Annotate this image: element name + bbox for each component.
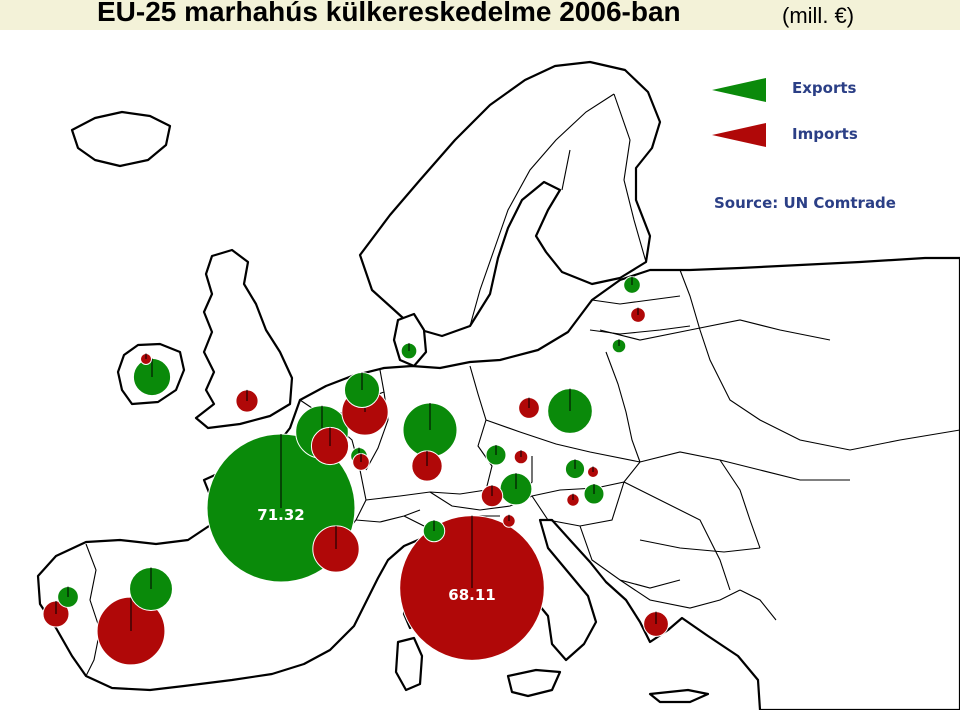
land-great-britain: [194, 248, 294, 430]
bubble-netherlands-export: [343, 371, 381, 409]
bubble-ireland-import: [140, 353, 152, 365]
bubble-lithuania-import: [630, 307, 646, 323]
title-unit: (mill. €): [782, 3, 855, 28]
bubble-italy-import: 68.11: [399, 515, 545, 661]
slide-title: EU-25 marhahús külkereskedelme 2006-ban: [97, 0, 681, 27]
title-bar: EU-25 marhahús külkereskedelme 2006-ban …: [0, 0, 960, 30]
border-poland-south: [485, 419, 641, 463]
bubble-portugal-import: [42, 600, 70, 628]
bubble-ireland-export: [132, 357, 172, 397]
bubble-lithuania-export: [611, 338, 627, 354]
border-russia: [679, 269, 960, 451]
border-baltics-1: [591, 295, 681, 305]
bubble-poland-import: [518, 397, 540, 419]
border-greece: [619, 579, 741, 609]
border-switzerland: [355, 509, 421, 523]
border-norway-sweden: [469, 93, 615, 327]
bubble-luxembourg-import: [352, 453, 370, 471]
bubble-spain-export: [129, 567, 173, 611]
bubble-slovenia-export: [422, 519, 446, 543]
border-finland-russia: [613, 93, 647, 263]
bubble-germany-export: [402, 402, 458, 458]
bubble-austria-export: [499, 472, 533, 506]
land-crete: [648, 688, 710, 704]
legend-export-label: Exports: [792, 79, 857, 97]
border-balkans-2: [623, 481, 731, 591]
bubble-slovakia-export: [564, 458, 586, 480]
legend: Exports Imports Source: UN Comtrade: [712, 78, 896, 212]
border-moldova: [719, 459, 761, 549]
border-turkey: [739, 589, 777, 621]
bubble-greece-import: [643, 611, 669, 637]
bubble-slovenia-import: [480, 484, 504, 508]
bubble-italy-import-label: 68.11: [448, 586, 495, 604]
source-note: Source: UN Comtrade: [714, 194, 896, 212]
land-sicily: [506, 668, 562, 698]
border-romania-bulgaria: [639, 539, 761, 553]
bubble-czech-export: [485, 444, 507, 466]
border-poland-east: [605, 351, 641, 463]
europe-map: Exports Imports Source: UN Comtrade 71.3…: [36, 60, 960, 710]
legend-export-wedge: [712, 78, 766, 102]
legend-import-label: Imports: [792, 125, 858, 143]
border-germany-east: [469, 365, 493, 491]
bubble-poland-export: [547, 388, 593, 434]
trade-bubbles: 71.32 68.11: [42, 276, 669, 666]
land-sardinia: [394, 636, 424, 692]
border-belarus: [599, 319, 831, 341]
bubble-austria-import: [502, 514, 516, 528]
border-baltics-2: [589, 325, 691, 335]
bubble-germany-import: [411, 450, 443, 482]
bubble-uk-import: [235, 389, 259, 413]
bubble-portugal-export: [57, 586, 79, 608]
border-portugal-spain: [85, 543, 101, 677]
land-continent: [36, 256, 960, 710]
border-ukraine-west: [639, 451, 850, 481]
land-scandinavia: [358, 60, 662, 338]
bubble-france-export-label: 71.32: [257, 506, 304, 524]
bubble-hungary-import: [566, 493, 580, 507]
border-finland-sweden: [561, 149, 571, 191]
bubble-czech-import: [513, 449, 529, 465]
legend-import-wedge: [712, 123, 766, 147]
bubble-denmark-export: [400, 342, 418, 360]
bubble-slovakia-import: [587, 466, 599, 478]
bubble-belgium-import: [310, 426, 350, 466]
bubble-france-import: [312, 525, 360, 573]
bubble-latvia-export: [623, 276, 641, 294]
bubble-hungary-export: [583, 483, 605, 505]
land-iceland: [70, 110, 172, 168]
